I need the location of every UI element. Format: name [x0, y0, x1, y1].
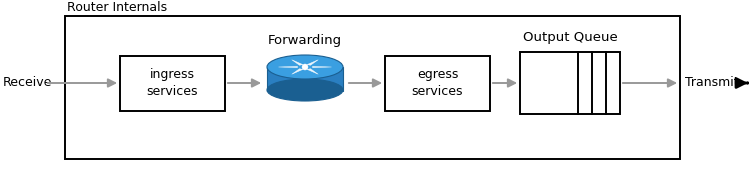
Bar: [65, 16, 680, 159]
Text: Transmit: Transmit: [685, 76, 739, 89]
Text: egress
services: egress services: [412, 68, 463, 98]
Polygon shape: [292, 69, 303, 74]
Text: Receive: Receive: [3, 76, 52, 89]
Circle shape: [302, 64, 308, 70]
Polygon shape: [292, 60, 303, 65]
Ellipse shape: [267, 55, 343, 79]
Text: Forwarding: Forwarding: [268, 34, 342, 47]
Ellipse shape: [267, 79, 343, 101]
Bar: [385, 56, 490, 111]
Polygon shape: [307, 60, 318, 65]
Polygon shape: [307, 69, 318, 74]
Text: ingress
services: ingress services: [147, 68, 198, 98]
Text: Router Internals: Router Internals: [67, 1, 167, 14]
Bar: [520, 52, 620, 114]
Bar: [120, 56, 225, 111]
Polygon shape: [312, 66, 332, 68]
Text: Output Queue: Output Queue: [523, 31, 617, 44]
Bar: [267, 67, 343, 91]
Polygon shape: [279, 66, 297, 68]
